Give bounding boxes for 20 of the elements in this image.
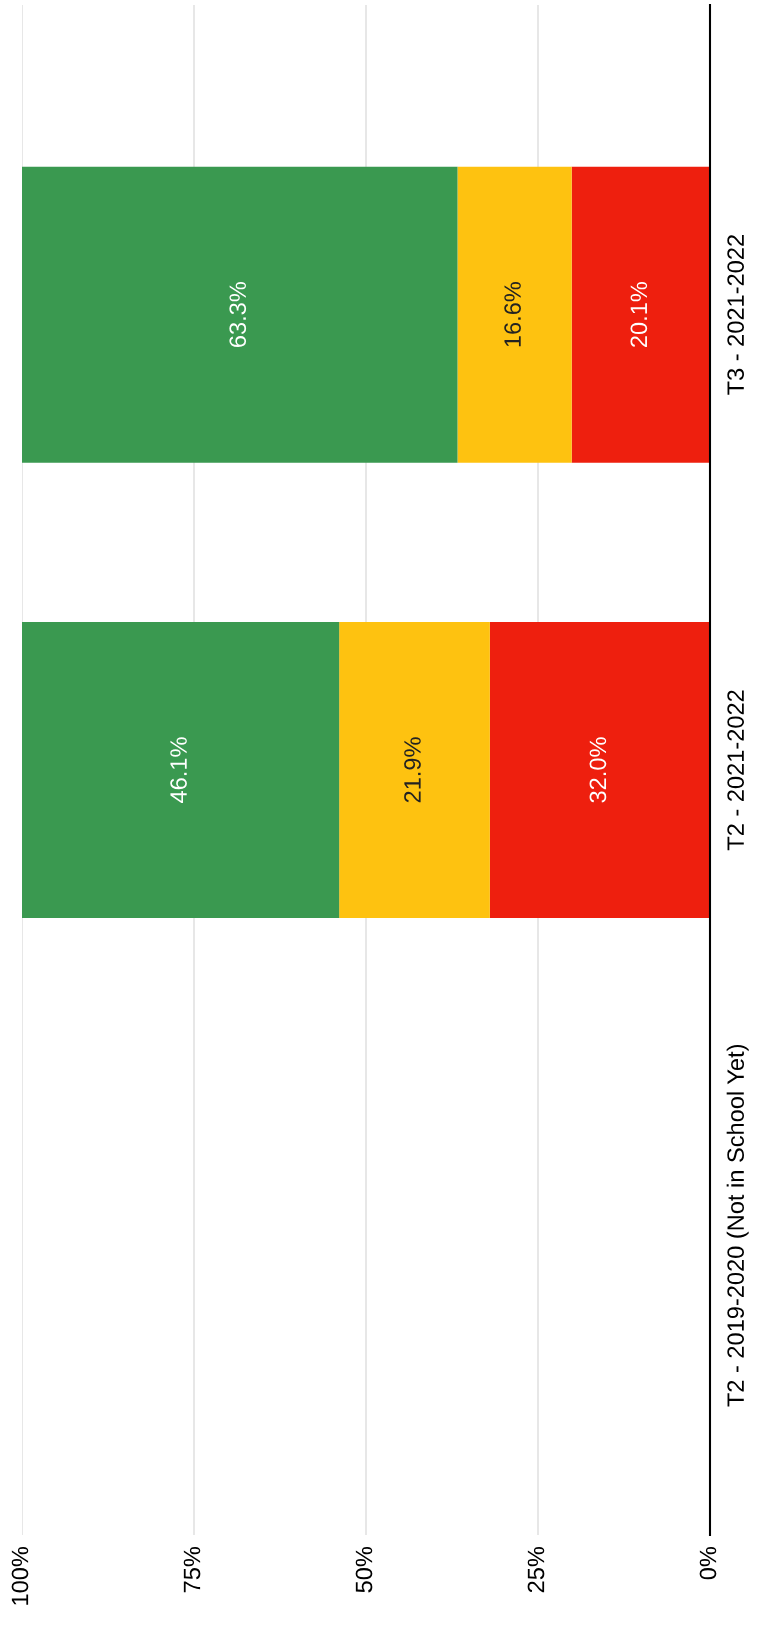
y-tick-label: T2 - 2021-2022 [727,690,745,851]
data-label: 46.1% [170,737,187,803]
data-label: 21.9% [404,737,421,803]
data-label: 63.3% [229,282,247,347]
bar [489,622,710,918]
bar [571,166,710,463]
x-tick-label: 50% [355,1546,373,1593]
data-label: 32.0% [589,737,607,803]
bar [457,166,572,463]
data-label: 16.6% [504,282,521,347]
bar [339,622,490,918]
x-tick-label: 0% [699,1546,717,1580]
x-tick-label: 25% [527,1546,545,1593]
x-tick-label: 75% [183,1546,201,1593]
y-tick-label: T2 - 2019-2020 (Not in School Yet) [726,1045,749,1407]
y-tick-label: T3 - 2021-2022 [727,235,745,395]
x-tick-label: 100% [11,1546,29,1605]
bar [22,166,458,463]
bar [22,622,340,918]
data-label: 20.1% [630,282,648,347]
